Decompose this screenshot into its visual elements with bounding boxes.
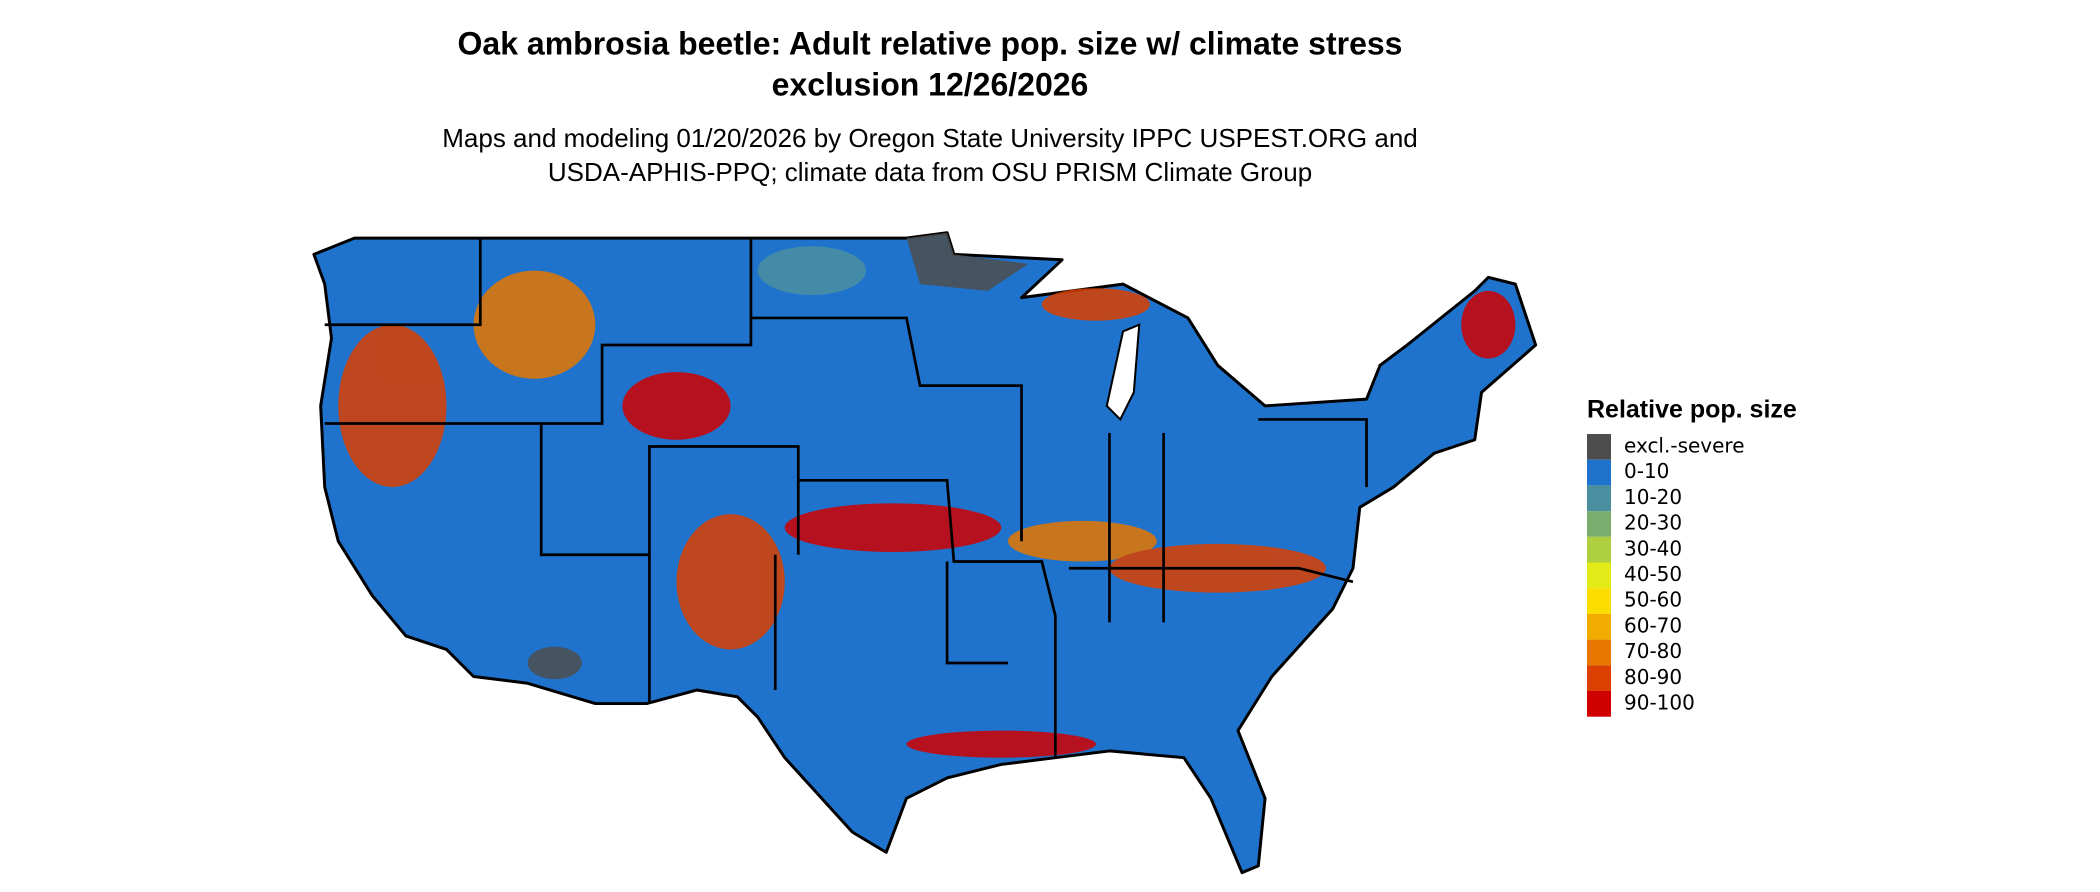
us-map [312,231,1538,875]
legend-swatch [1587,588,1611,614]
lake-michigan [1105,323,1141,422]
legend-label: 10-20 [1624,485,1682,509]
legend-label: 40-50 [1624,562,1682,586]
legend-label: 70-80 [1624,639,1682,663]
title-line: Oak ambrosia beetle: Adult relative pop.… [458,25,1403,61]
legend-swatch [1587,485,1611,512]
legend-swatch [1587,511,1611,537]
legend-label: 80-90 [1624,665,1682,689]
legend-label: 0-10 [1624,459,1669,483]
legend-swatch [1587,665,1611,691]
state-lines [324,238,1368,758]
legend-label: 20-30 [1624,511,1682,535]
legend-swatch [1587,613,1611,640]
title-line: exclusion 12/26/2026 [772,66,1089,102]
conus-outline [312,231,1538,875]
legend-swatch [1587,562,1611,589]
legend-label: 90-100 [1624,691,1695,715]
legend-swatch [1587,434,1611,460]
legend: excl.-severe0-1010-2020-3030-4040-5050-6… [1587,434,1745,717]
legend-title: Relative pop. size [1587,396,1797,424]
legend-swatch [1587,691,1611,717]
subtitle-line: USDA-APHIS-PPQ; climate data from OSU PR… [548,157,1312,187]
legend-label: excl.-severe [1624,434,1745,458]
legend-swatch [1587,536,1611,563]
legend-swatch [1587,639,1611,666]
legend-label: 60-70 [1624,613,1682,637]
legend-label: 50-60 [1624,588,1682,612]
legend-label: 30-40 [1624,536,1682,560]
legend-swatch [1587,459,1611,486]
subtitle-line: Maps and modeling 01/20/2026 by Oregon S… [442,123,1418,153]
